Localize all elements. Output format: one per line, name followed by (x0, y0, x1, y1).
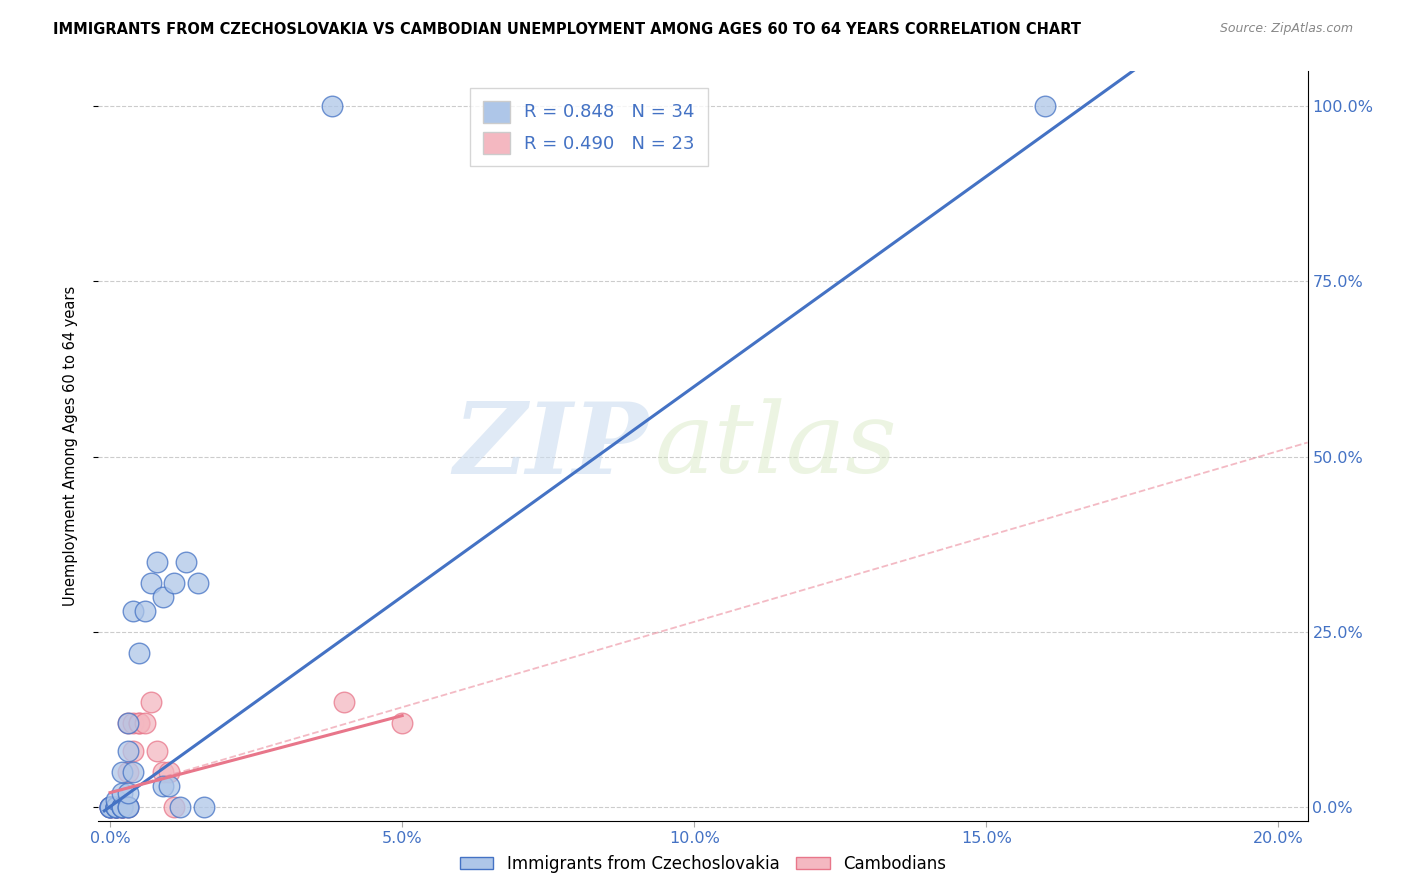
Text: Source: ZipAtlas.com: Source: ZipAtlas.com (1219, 22, 1353, 36)
Point (111, 799, 134, 814)
Point (117, 799, 139, 814)
Point (1033, 99, 1056, 113)
Point (111, 799, 134, 814)
Point (104, 799, 127, 814)
Point (104, 799, 127, 814)
Point (122, 715, 145, 730)
Point (193, 799, 215, 814)
Point (139, 575, 162, 590)
Point (104, 799, 127, 814)
Point (111, 799, 134, 814)
Point (98, 799, 121, 814)
Point (146, 743, 169, 757)
Point (152, 779, 174, 793)
Text: atlas: atlas (655, 399, 897, 493)
Point (163, 799, 186, 814)
Point (146, 555, 169, 569)
Point (122, 743, 145, 757)
Point (128, 715, 150, 730)
Point (117, 715, 139, 730)
Legend: Immigrants from Czechoslovakia, Cambodians: Immigrants from Czechoslovakia, Cambodia… (454, 848, 952, 880)
Point (111, 786, 134, 800)
Point (117, 764, 139, 779)
Text: ZIP: ZIP (454, 398, 648, 494)
Point (174, 555, 197, 569)
Point (117, 743, 139, 757)
Point (122, 603, 145, 617)
Point (152, 764, 174, 779)
Point (104, 799, 127, 814)
Point (169, 799, 191, 814)
Point (117, 799, 139, 814)
Point (117, 715, 139, 730)
Point (134, 715, 156, 730)
Point (104, 799, 127, 814)
Point (98, 799, 121, 814)
Point (163, 575, 186, 590)
Point (117, 786, 139, 800)
Point (104, 799, 127, 814)
Point (111, 799, 134, 814)
Point (98, 799, 121, 814)
Y-axis label: Unemployment Among Ages 60 to 64 years: Unemployment Among Ages 60 to 64 years (63, 285, 77, 607)
Point (157, 764, 180, 779)
Point (134, 603, 156, 617)
Point (152, 590, 174, 604)
Point (139, 695, 162, 709)
Point (128, 715, 150, 730)
Point (157, 779, 180, 793)
Point (111, 799, 134, 814)
Point (98, 799, 121, 814)
Point (117, 799, 139, 814)
Point (187, 575, 209, 590)
Point (122, 764, 145, 779)
Point (98, 799, 121, 814)
Point (111, 764, 134, 779)
Text: IMMIGRANTS FROM CZECHOSLOVAKIA VS CAMBODIAN UNEMPLOYMENT AMONG AGES 60 TO 64 YEA: IMMIGRANTS FROM CZECHOSLOVAKIA VS CAMBOD… (53, 22, 1081, 37)
Point (332, 695, 354, 709)
Point (128, 646, 150, 660)
Point (104, 799, 127, 814)
Point (111, 799, 134, 814)
Point (321, 99, 343, 113)
Legend: R = 0.848   N = 34, R = 0.490   N = 23: R = 0.848 N = 34, R = 0.490 N = 23 (470, 88, 707, 166)
Point (104, 792, 127, 806)
Point (391, 715, 413, 730)
